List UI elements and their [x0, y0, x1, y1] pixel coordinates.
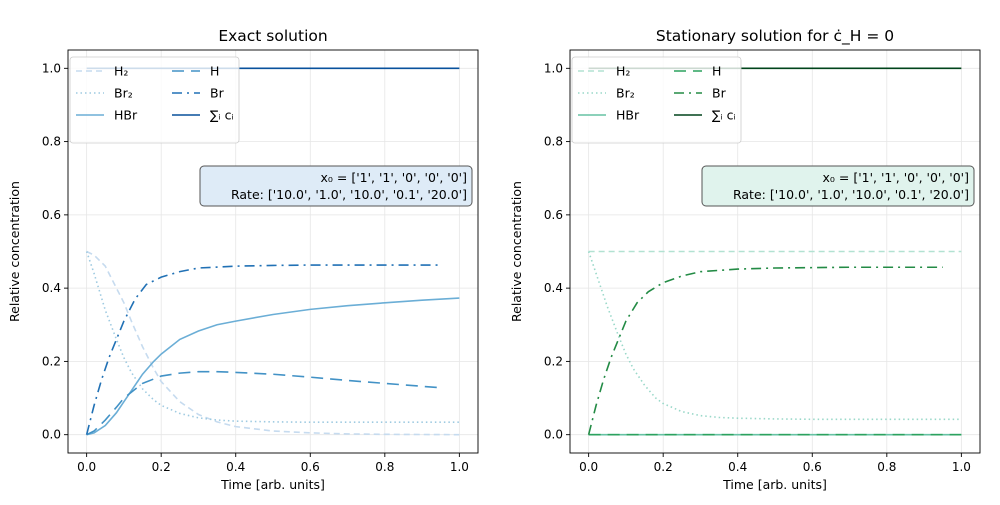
annotation-box	[701, 165, 975, 207]
legend-label-hbr: HBr	[616, 108, 640, 123]
exact-solution-panel: 0.0 0.2 0.4 0.6 0.8 1.0 0.0 0.2 0.4 0.6 0.8 1.0 Exac…	[7, 27, 479, 492]
legend-label-h: H	[210, 64, 219, 79]
y-tick-label: 1.0	[42, 61, 61, 75]
x-tick-label: 0.6	[803, 460, 822, 474]
legend-label-br: Br	[712, 86, 727, 101]
axes-frame	[67, 49, 479, 454]
series-line-br	[587, 266, 943, 435]
x-tick-label: 1.0	[952, 460, 971, 474]
y-tick-label: 1.0	[544, 61, 563, 75]
legend-label-h2: H₂	[114, 64, 128, 79]
x-tick-label: 0.2	[152, 460, 171, 474]
annotation-box	[199, 165, 473, 207]
y-tick-label: 0.4	[544, 281, 563, 295]
x-tick-label: 0.6	[301, 460, 320, 474]
x-tick-label: 0.8	[375, 460, 394, 474]
x-tick-label: 0.8	[877, 460, 896, 474]
y-tick-label: 0.8	[544, 135, 563, 149]
y-tick-label: 0.0	[544, 428, 563, 442]
annotation: x₀ = ['1', '1', '0', '0', '0'] Rate: ['10…	[199, 165, 473, 207]
legend-label-br2: Br₂	[114, 86, 133, 101]
annotation-line-2: Rate: ['10.0', '1.0', '10.0', '0.1', '20…	[733, 187, 969, 202]
x-tick-label: 0.2	[654, 460, 673, 474]
series-line-hbr	[86, 297, 460, 436]
x-tick-label: 0.0	[579, 460, 598, 474]
annotation-line-1: x₀ = ['1', '1', '0', '0', '0']	[823, 170, 970, 185]
y-axis-label: Relative concentration	[509, 181, 524, 322]
y-axis-label: Relative concentration	[7, 181, 22, 322]
legend-label-h: H	[712, 64, 721, 79]
x-tick-label: 0.4	[226, 460, 245, 474]
y-tick-label: 0.2	[42, 354, 61, 368]
axes-frame	[569, 49, 981, 454]
legend-label-hbr: HBr	[114, 108, 138, 123]
annotation-line-2: Rate: ['10.0', '1.0', '10.0', '0.1', '20…	[231, 187, 467, 202]
legend-label-h2: H₂	[616, 64, 630, 79]
x-tick-label: 0.0	[77, 460, 96, 474]
x-tick-label: 0.4	[728, 460, 747, 474]
x-tick-label: 1.0	[450, 460, 469, 474]
y-tick-label: 0.4	[42, 281, 61, 295]
y-tick-label: 0.2	[544, 354, 563, 368]
legend-label-br2: Br₂	[616, 86, 635, 101]
series-line-br2	[587, 251, 962, 421]
series-line-br2	[85, 251, 460, 424]
legend-box	[571, 56, 742, 144]
y-tick-label: 0.6	[544, 208, 563, 222]
legend-label-sum: ∑ᵢ cᵢ	[712, 108, 736, 123]
chart-title: Exact solution	[218, 27, 327, 45]
series-line-h	[86, 370, 441, 436]
y-tick-label: 0.0	[42, 428, 61, 442]
y-tick-label: 0.6	[42, 208, 61, 222]
legend-label-sum: ∑ᵢ cᵢ	[210, 108, 234, 123]
annotation: x₀ = ['1', '1', '0', '0', '0'] Rate: ['10…	[701, 165, 975, 207]
series-line-h2	[86, 250, 460, 436]
y-tick-label: 0.8	[42, 135, 61, 149]
x-axis-label: Time [arb. units]	[220, 477, 325, 492]
legend-box	[69, 56, 240, 144]
stationary-solution-panel: 0.0 0.2 0.4 0.6 0.8 1.0 0.0 0.2 0.4 0.6 0.8 1.0 Stat…	[509, 27, 981, 492]
annotation-line-1: x₀ = ['1', '1', '0', '0', '0']	[321, 170, 468, 185]
legend-label-br: Br	[210, 86, 225, 101]
chart-title: Stationary solution for ċ_H = 0	[656, 27, 894, 46]
x-axis-label: Time [arb. units]	[722, 477, 827, 492]
